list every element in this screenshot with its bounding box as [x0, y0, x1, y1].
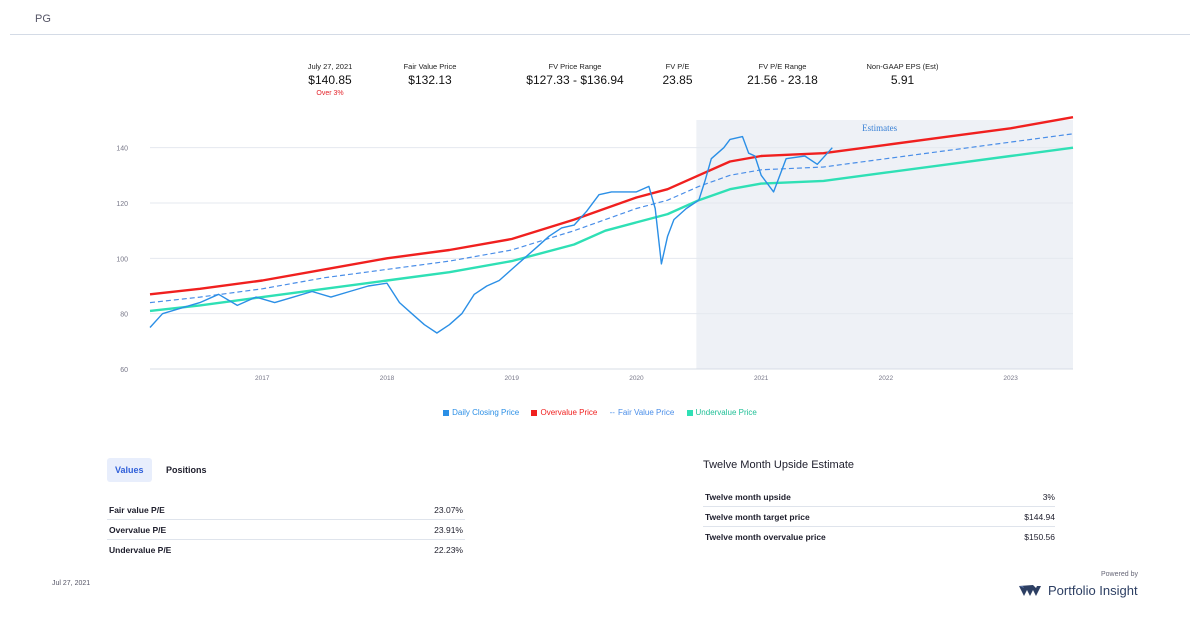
stat-fv-price-range: FV Price Range $127.33 - $136.94: [510, 62, 640, 87]
table-row: Twelve month target price $144.94: [703, 507, 1055, 527]
table-row: Fair value P/E 23.07%: [107, 500, 465, 520]
stat-value: $140.85: [308, 73, 352, 87]
legend-item-daily-closing-price[interactable]: Daily Closing Price: [443, 408, 519, 417]
estimates-region: [696, 120, 1073, 369]
stat-label: Fair Value Price: [403, 62, 457, 71]
legend-swatch: [531, 409, 538, 416]
y-tick-label: 80: [120, 312, 128, 319]
stat-label: Non-GAAP EPS (Est): [866, 62, 939, 71]
legend-label: Undervalue Price: [695, 408, 757, 417]
series-line-overvalue-price: [149, 116, 1074, 296]
row-value: 23.07%: [434, 505, 463, 515]
legend-label: Fair Value Price: [617, 408, 675, 417]
series-line-undervalue-price: [149, 146, 1074, 313]
legend-swatch: [443, 409, 450, 416]
row-value: 3%: [1042, 492, 1055, 502]
ticker-symbol: PG: [35, 13, 51, 25]
row-value: 23.91%: [434, 525, 463, 535]
stat-fair-value-price: Fair Value Price $132.13: [390, 62, 470, 87]
row-label: Twelve month target price: [705, 512, 810, 522]
row-label: Undervalue P/E: [109, 545, 172, 555]
table-row: Undervalue P/E 22.23%: [107, 540, 465, 560]
x-tick-label: 2018: [380, 375, 395, 382]
row-value: $144.94: [1024, 512, 1055, 522]
series-line-daily-closing-price: [149, 135, 833, 334]
row-label: Twelve month overvalue price: [705, 532, 826, 542]
table-row: Twelve month overvalue price $150.56: [703, 527, 1055, 547]
legend-item-fair-value-price[interactable]: -- Fair Value Price: [610, 408, 675, 417]
table-row: Twelve month upside 3%: [703, 487, 1055, 507]
stat-fv-pe: FV P/E 23.85: [655, 62, 700, 87]
legend-swatch: [686, 409, 693, 416]
values-tabs: Values Positions: [107, 458, 217, 482]
stat-current-price: July 27, 2021 $140.85 Over 3%: [300, 62, 360, 97]
stat-label: FV P/E: [665, 62, 690, 71]
x-tick-label: 2019: [504, 375, 519, 382]
x-tick-label: 2021: [754, 375, 769, 382]
legend-label: Overvalue Price: [540, 408, 598, 417]
row-label: Twelve month upside: [705, 492, 791, 502]
price-chart: Estimates 60 80 100 120 140 2017 2018 2019 2020 20…: [116, 116, 1074, 382]
legend-item-overvalue-price[interactable]: Overvalue Price: [531, 408, 597, 417]
legend-label: Daily Closing Price: [452, 408, 520, 417]
row-value: $150.56: [1024, 532, 1055, 542]
header-divider: [10, 34, 1190, 35]
legend-dash-swatch: --: [609, 408, 615, 418]
portfolio-insight-logo-icon: [1019, 584, 1041, 596]
y-tick-label: 60: [120, 367, 128, 374]
values-table: Fair value P/E 23.07% Overvalue P/E 23.9…: [107, 500, 465, 559]
x-tick-label: 2022: [879, 375, 894, 382]
x-tick-label: 2017: [255, 375, 270, 382]
stat-value: $127.33 - $136.94: [526, 73, 624, 87]
tab-values[interactable]: Values: [107, 458, 152, 482]
tab-positions[interactable]: Positions: [165, 465, 207, 475]
brand-link[interactable]: Portfolio Insight: [1019, 582, 1138, 598]
chart-legend: Daily Closing Price Overvalue Price -- Fa…: [0, 408, 1200, 417]
stat-fv-pe-range: FV P/E Range 21.56 - 23.18: [740, 62, 825, 87]
over-percent-badge: Over 3%: [316, 90, 344, 97]
row-value: 22.23%: [434, 545, 463, 555]
stat-label: FV Price Range: [548, 62, 602, 71]
stat-value: 21.56 - 23.18: [747, 73, 818, 87]
stat-value: $132.13: [408, 73, 452, 87]
row-label: Fair value P/E: [109, 505, 165, 515]
table-row: Overvalue P/E 23.91%: [107, 520, 465, 540]
stat-label: FV P/E Range: [758, 62, 807, 71]
row-label: Overvalue P/E: [109, 525, 167, 535]
y-tick-label: 140: [116, 146, 128, 153]
x-tick-label: 2023: [1003, 375, 1018, 382]
estimates-label: Estimates: [862, 123, 897, 133]
stat-eps-estimate: Non-GAAP EPS (Est) 5.91: [855, 62, 950, 87]
y-tick-label: 100: [116, 256, 128, 263]
report-date: Jul 27, 2021: [52, 580, 91, 587]
stat-value: 23.85: [662, 73, 693, 87]
series-line-fair-value-price: [149, 133, 1074, 304]
powered-by-label: Powered by: [1101, 571, 1138, 578]
x-tick-label: 2020: [629, 375, 644, 382]
stat-value: 5.91: [890, 73, 915, 87]
y-tick-label: 120: [116, 201, 128, 208]
legend-item-undervalue-price[interactable]: Undervalue Price: [686, 408, 757, 417]
stat-label: July 27, 2021: [307, 62, 353, 71]
upside-table: Twelve month upside 3% Twelve month targ…: [703, 487, 1055, 546]
upside-title: Twelve Month Upside Estimate: [703, 459, 855, 471]
brand-name: Portfolio Insight: [1048, 583, 1138, 599]
